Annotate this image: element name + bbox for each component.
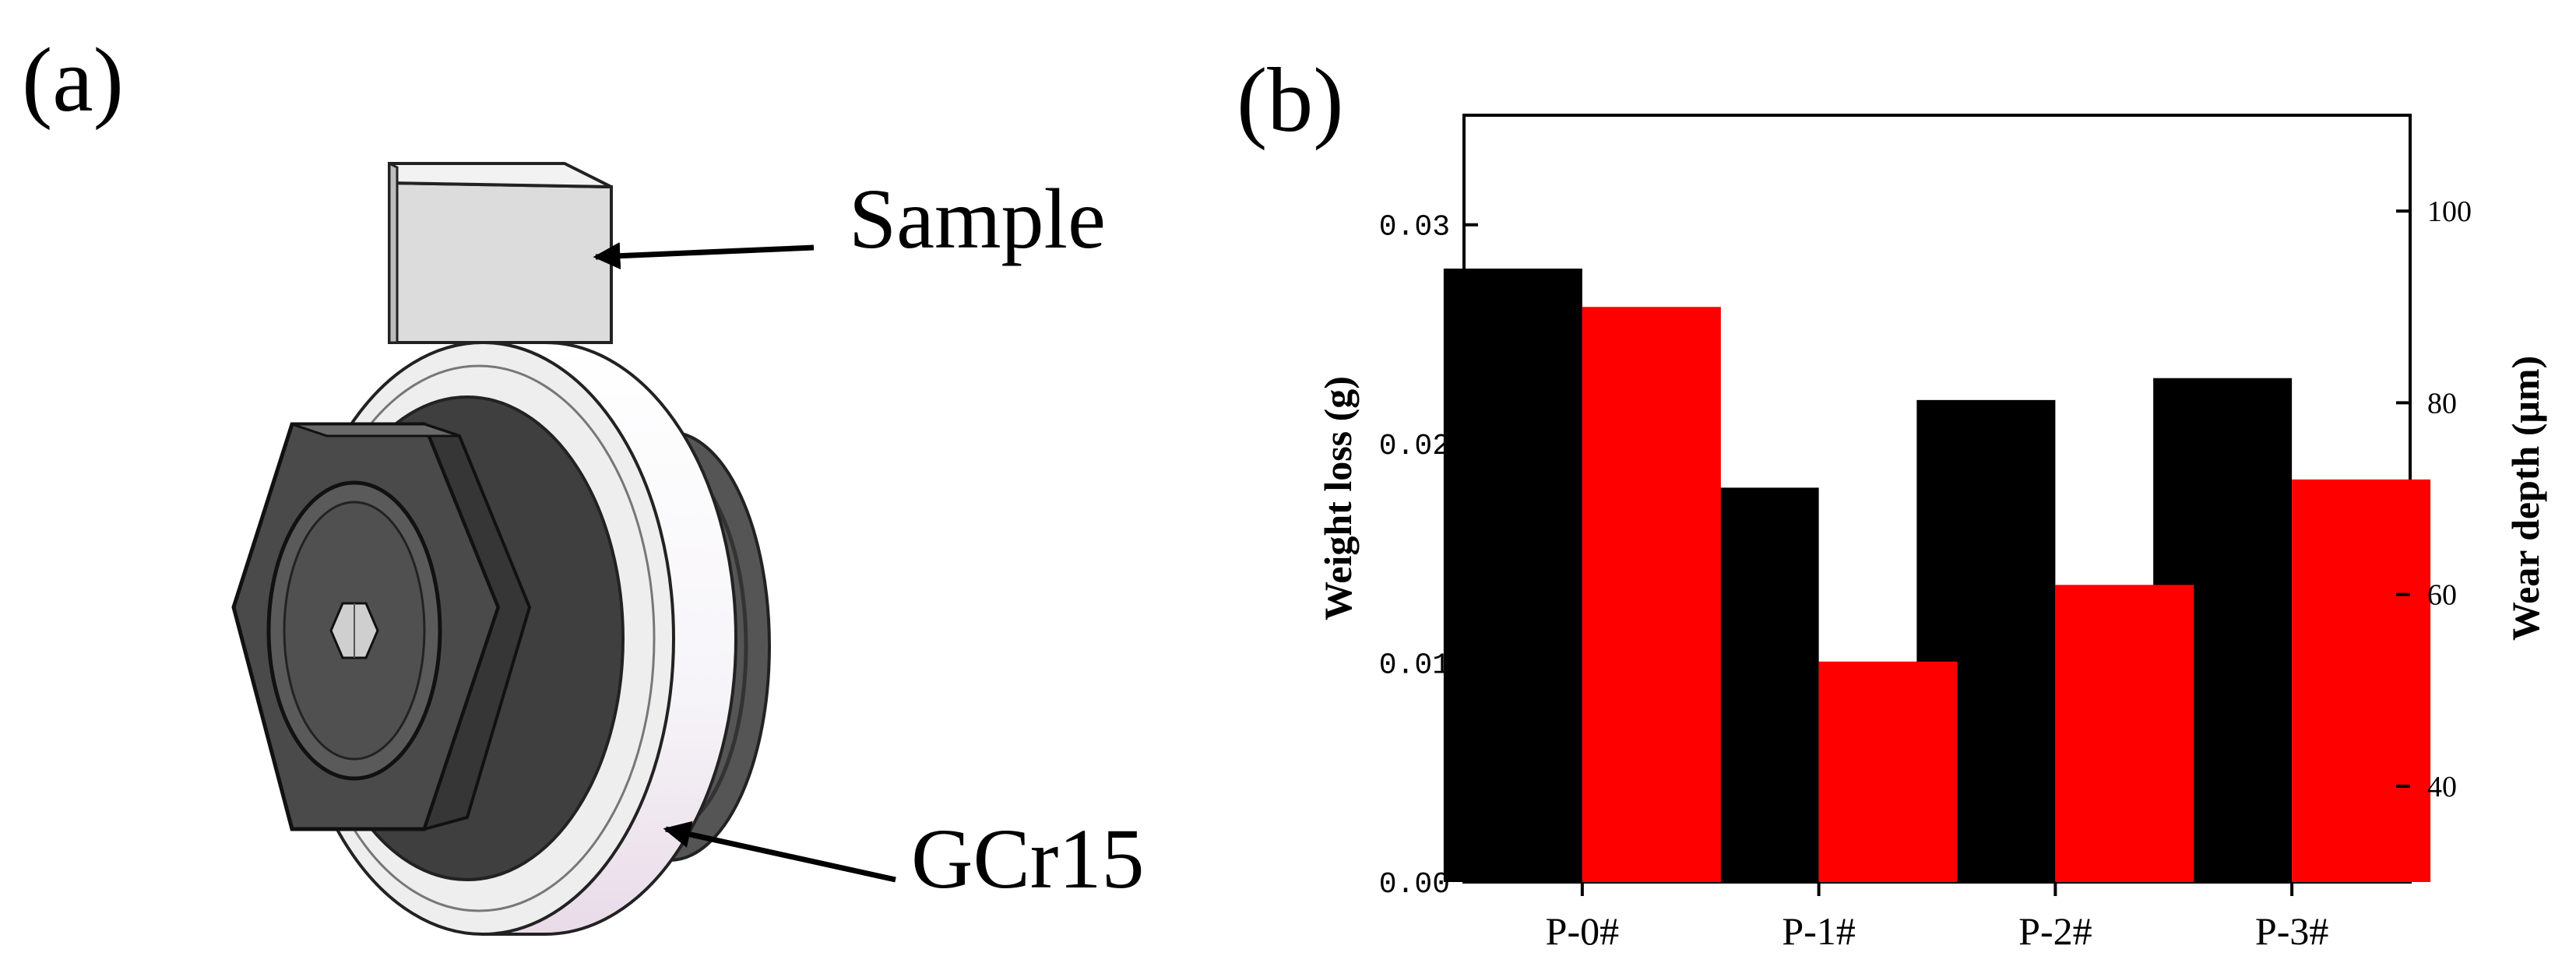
left-tick-label: 0.01 — [1379, 649, 1450, 683]
bar-wear-depth-p2 — [2055, 585, 2194, 882]
right-axis: 40 60 80 100 — [2396, 195, 2472, 803]
gcr15-label: GCr15 — [911, 811, 1144, 906]
bars-wear-depth — [1582, 307, 2431, 882]
x-tick-label: P-2# — [2018, 909, 2092, 953]
left-axis: 0.00 0.01 0.02 0.03 — [1379, 211, 1478, 901]
x-tick-label: P-3# — [2255, 909, 2328, 953]
right-tick-label: 80 — [2427, 387, 2457, 420]
left-tick-label: 0.02 — [1379, 430, 1450, 463]
x-axis: P-0# P-1# P-2# P-3# — [1546, 882, 2328, 953]
x-tick-label: P-0# — [1546, 909, 1619, 953]
bar-wear-depth-p1 — [1818, 661, 1958, 882]
sample-block-front — [388, 181, 613, 344]
left-tick-label: 0.03 — [1379, 211, 1450, 244]
gcr15-arrow — [663, 821, 896, 883]
right-tick-label: 100 — [2427, 195, 2472, 228]
left-axis-title: Weight loss (g) — [1316, 376, 1360, 620]
bar-weight-loss-p0 — [1443, 269, 1582, 882]
x-tick-label: P-1# — [1782, 909, 1855, 953]
right-axis-title: Wear depth (μm) — [2504, 356, 2547, 641]
sample-label: Sample — [849, 171, 1106, 266]
hex-nut-top-face — [291, 423, 460, 438]
bar-wear-depth-p3 — [2292, 479, 2431, 882]
sample-arrow — [593, 242, 815, 270]
right-tick-label: 40 — [2427, 771, 2457, 803]
bar-wear-depth-p0 — [1582, 307, 1721, 882]
sample-block-side — [388, 161, 399, 344]
sample-block-top — [388, 162, 612, 188]
right-tick-label: 60 — [2427, 579, 2457, 612]
panel-b-label: (b) — [1237, 49, 1344, 151]
panel-a-label: (a) — [22, 29, 124, 131]
panel-b: (b) 0.00 0.01 0.02 0.03 — [1237, 49, 2547, 953]
panel-a: (a) Sample GCr15 — [22, 29, 1144, 936]
left-tick-label: 0.00 — [1379, 868, 1450, 901]
